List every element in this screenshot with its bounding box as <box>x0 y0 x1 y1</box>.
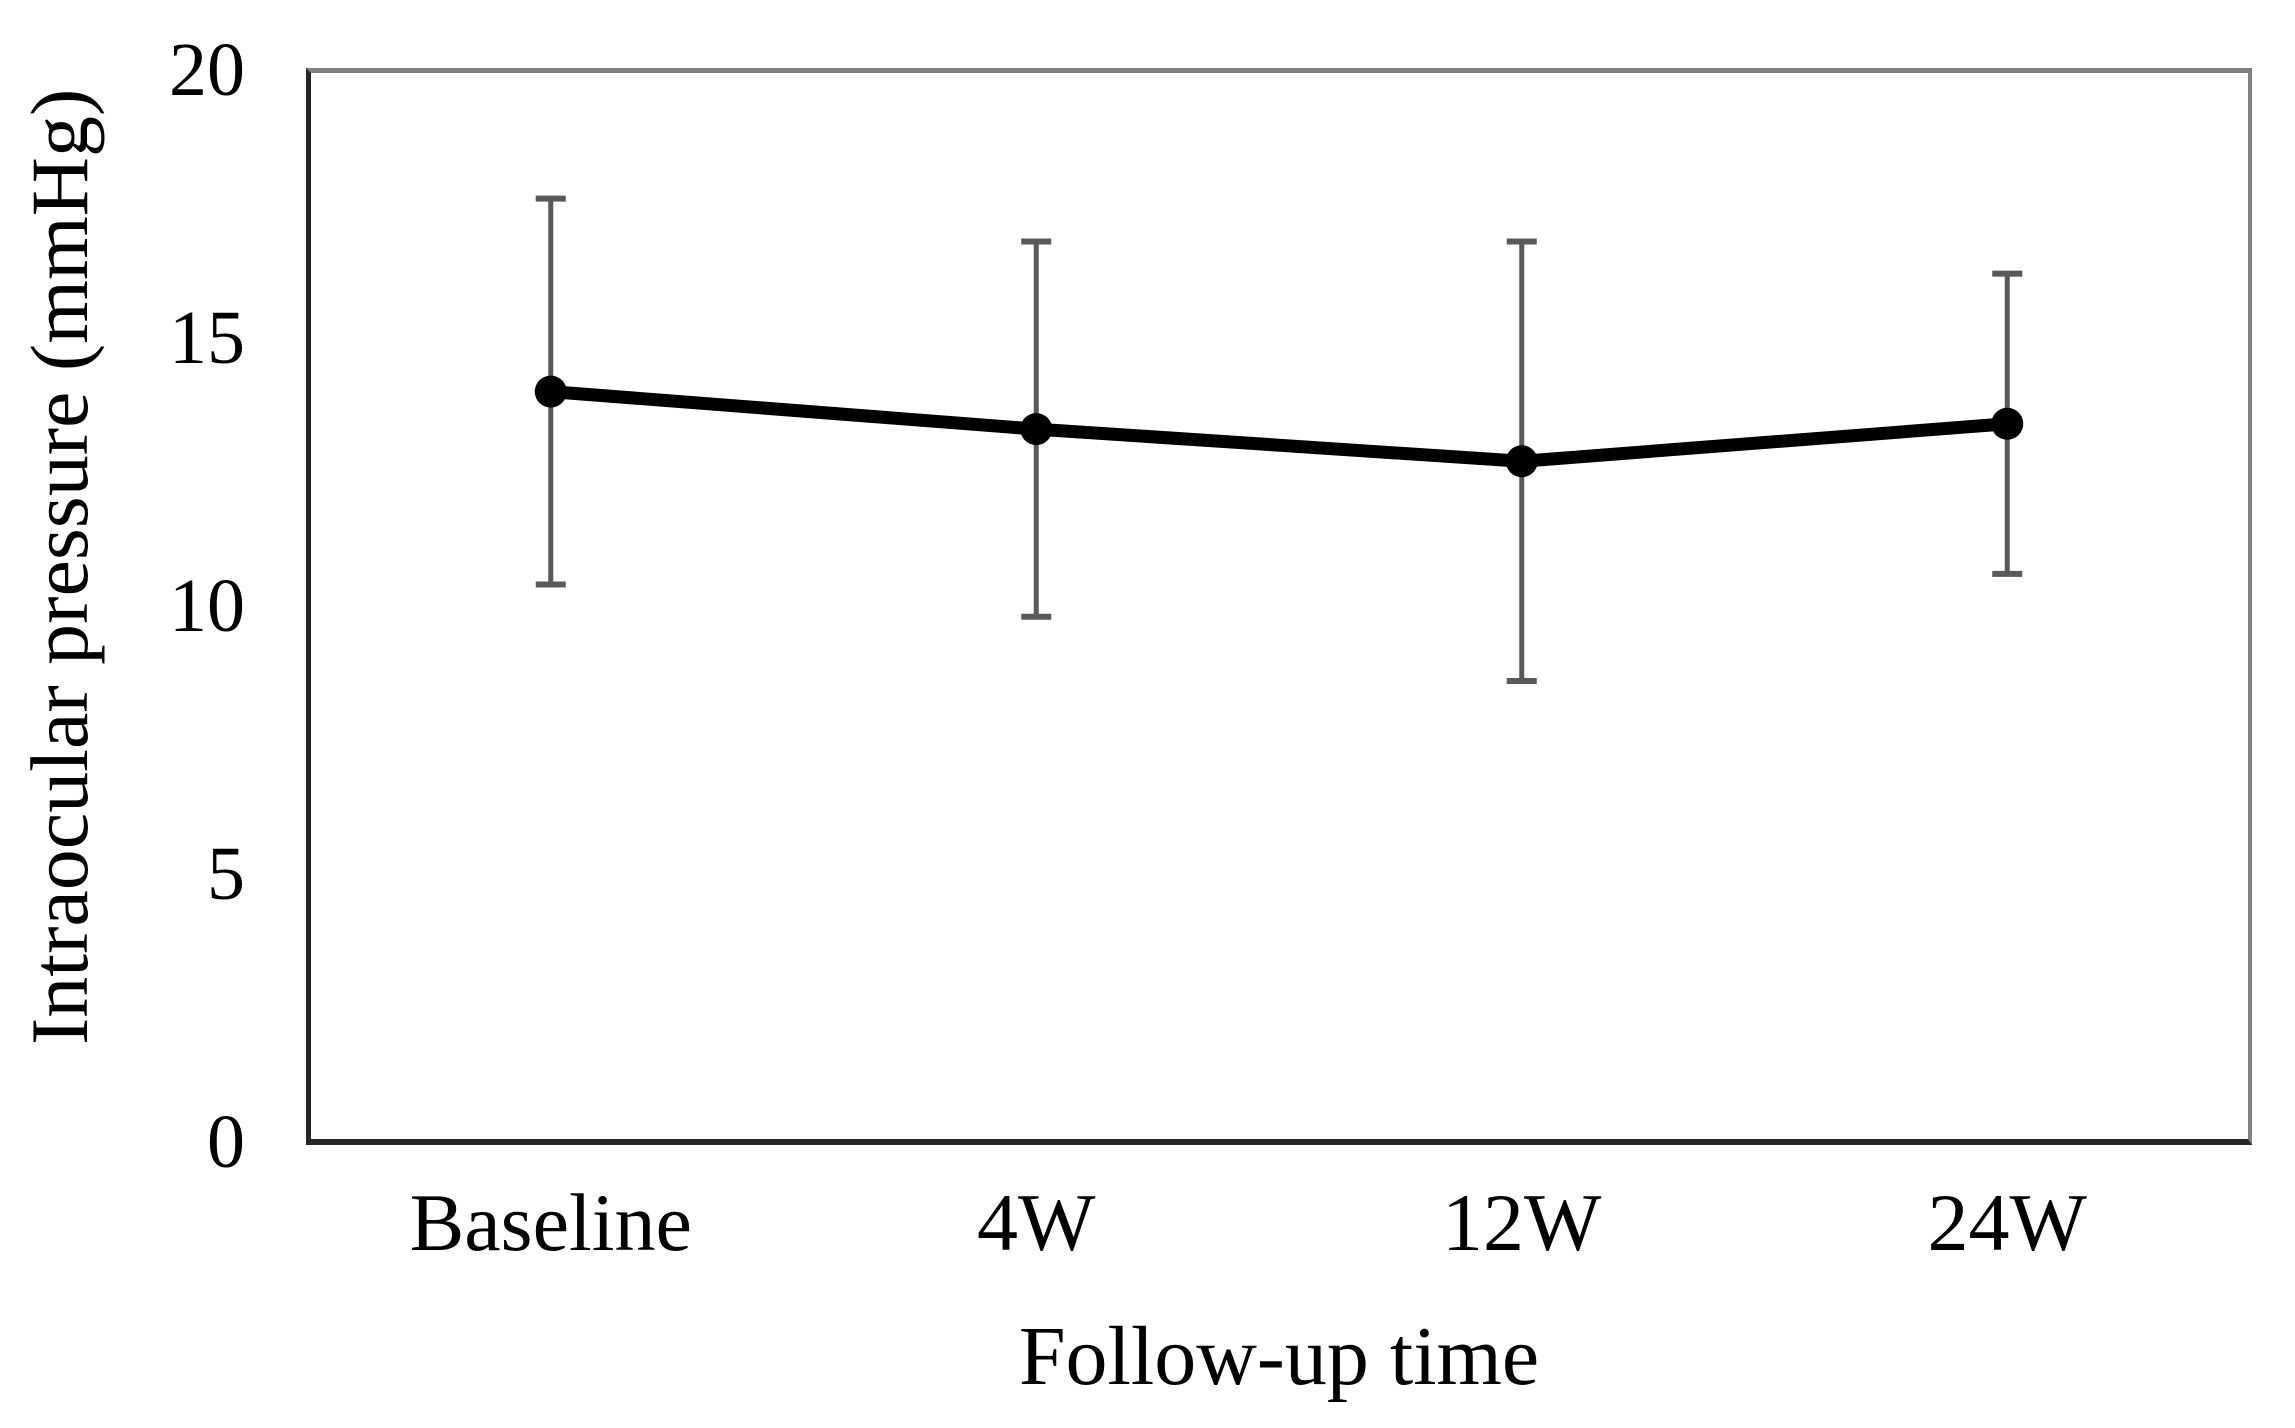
x-tick-label: Baseline <box>409 1177 692 1268</box>
x-axis-title: Follow-up time <box>1018 1310 1540 1403</box>
y-tick-label: 5 <box>207 832 245 916</box>
plot-area <box>306 68 2252 1145</box>
y-tick-label: 0 <box>207 1100 245 1184</box>
y-tick-label: 20 <box>169 28 245 112</box>
y-tick-label: 10 <box>169 564 245 648</box>
x-tick-label: 4W <box>977 1177 1096 1268</box>
x-tick-label: 24W <box>1927 1177 2087 1268</box>
y-tick-label: 15 <box>169 296 245 380</box>
x-tick-label: 12W <box>1442 1177 1602 1268</box>
